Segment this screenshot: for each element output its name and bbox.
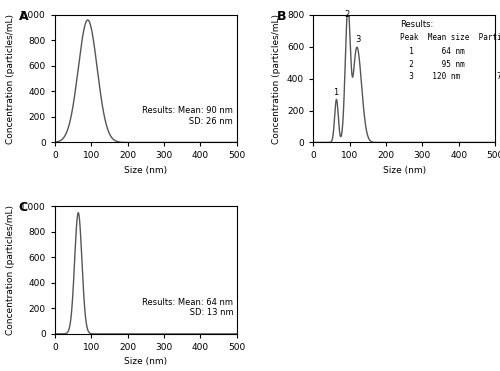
X-axis label: Size (nm): Size (nm) (124, 358, 168, 367)
Text: Results:: Results: (400, 20, 434, 29)
Text: Results: Mean: 90 nm
           SD: 26 nm: Results: Mean: 90 nm SD: 26 nm (142, 106, 233, 126)
X-axis label: Size (nm): Size (nm) (124, 166, 168, 175)
X-axis label: Size (nm): Size (nm) (382, 166, 426, 175)
Text: 2: 2 (344, 10, 350, 19)
Text: C: C (18, 201, 28, 214)
Text: 2      95 nm        17.8%: 2 95 nm 17.8% (400, 59, 500, 69)
Text: B: B (277, 10, 286, 23)
Text: Results: Mean: 64 nm
              SD: 13 nm: Results: Mean: 64 nm SD: 13 nm (142, 298, 233, 317)
Text: 3: 3 (355, 35, 360, 45)
Y-axis label: Concentration (particles/mL): Concentration (particles/mL) (6, 14, 15, 144)
Text: 1: 1 (332, 88, 338, 97)
Y-axis label: Concentration (particles/mL): Concentration (particles/mL) (272, 14, 281, 144)
Text: 1      64 nm          8.0%: 1 64 nm 8.0% (400, 47, 500, 56)
Text: 3    120 nm        74.2%: 3 120 nm 74.2% (400, 72, 500, 81)
Y-axis label: Concentration (particles/mL): Concentration (particles/mL) (6, 205, 15, 335)
Text: Peak  Mean size  Particle ratio: Peak Mean size Particle ratio (400, 33, 500, 42)
Text: A: A (18, 10, 28, 23)
